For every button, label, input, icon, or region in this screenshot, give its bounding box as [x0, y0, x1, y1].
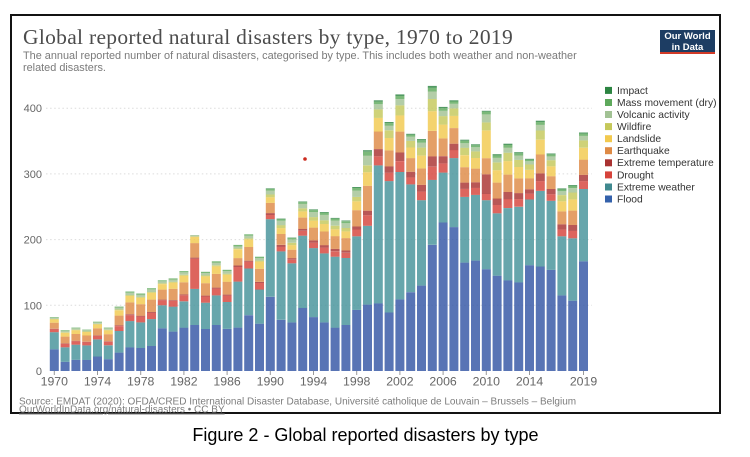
- svg-text:Extreme temperature: Extreme temperature: [617, 158, 714, 169]
- svg-text:Volcanic activity: Volcanic activity: [617, 110, 691, 121]
- svg-text:2010: 2010: [473, 375, 501, 389]
- svg-text:400: 400: [24, 103, 42, 115]
- svg-text:1990: 1990: [257, 375, 285, 389]
- svg-text:Wildfire: Wildfire: [617, 122, 652, 133]
- svg-text:1982: 1982: [170, 375, 198, 389]
- svg-text:2019: 2019: [570, 375, 598, 389]
- svg-text:Mass movement (dry): Mass movement (dry): [617, 98, 717, 109]
- svg-text:100: 100: [24, 300, 42, 312]
- svg-text:1986: 1986: [213, 375, 241, 389]
- svg-text:Impact: Impact: [617, 86, 648, 97]
- svg-text:Flood: Flood: [617, 194, 643, 205]
- svg-text:OurWorldInData.org/natural-dis: OurWorldInData.org/natural-disasters • C…: [19, 405, 225, 416]
- svg-text:Extreme weather: Extreme weather: [617, 182, 695, 193]
- svg-text:300: 300: [24, 169, 42, 181]
- svg-text:2014: 2014: [516, 375, 544, 389]
- svg-text:Earthquake: Earthquake: [617, 146, 670, 157]
- svg-text:Drought: Drought: [617, 170, 654, 181]
- svg-text:1970: 1970: [41, 375, 69, 389]
- svg-text:1994: 1994: [300, 375, 328, 389]
- svg-text:1978: 1978: [127, 375, 155, 389]
- svg-text:200: 200: [24, 235, 42, 247]
- svg-text:Source: EMDAT (2020): OFDA/CRE: Source: EMDAT (2020): OFDA/CRED Internat…: [19, 397, 576, 408]
- svg-text:2006: 2006: [429, 375, 457, 389]
- svg-text:1974: 1974: [84, 375, 112, 389]
- svg-text:1998: 1998: [343, 375, 371, 389]
- svg-text:0: 0: [36, 366, 42, 378]
- svg-text:2002: 2002: [386, 375, 414, 389]
- svg-text:Landslide: Landslide: [617, 134, 661, 145]
